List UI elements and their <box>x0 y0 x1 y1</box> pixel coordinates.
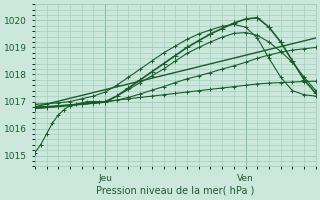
X-axis label: Pression niveau de la mer( hPa ): Pression niveau de la mer( hPa ) <box>96 186 254 196</box>
